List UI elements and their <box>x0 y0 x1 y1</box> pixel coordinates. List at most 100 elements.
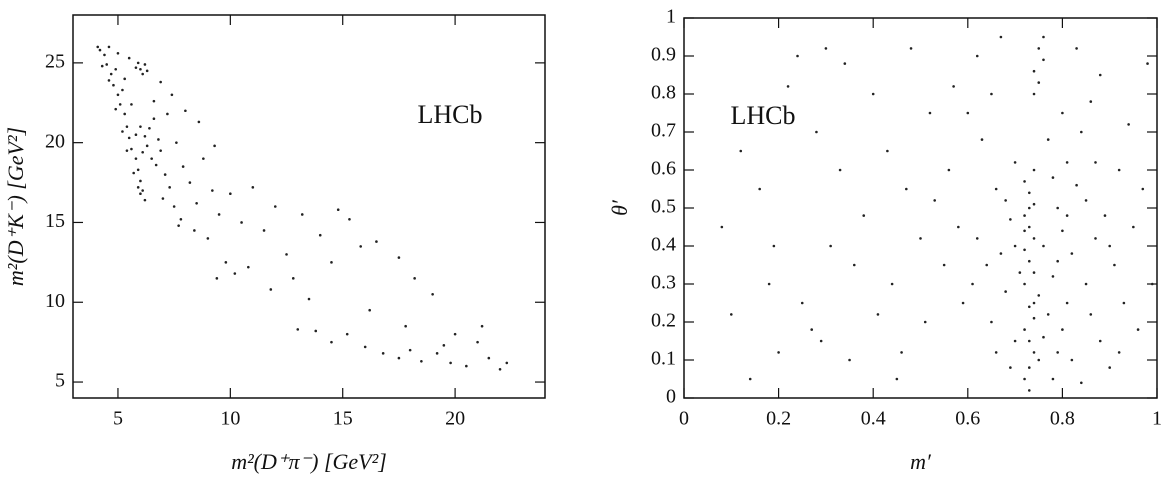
point <box>947 168 951 172</box>
point <box>348 217 351 221</box>
point <box>132 171 135 175</box>
point <box>777 351 780 354</box>
point <box>168 186 171 189</box>
y-tick-label: 0.2 <box>651 310 676 332</box>
point <box>172 205 176 208</box>
point <box>1098 73 1102 77</box>
point <box>990 92 993 96</box>
point <box>96 45 100 49</box>
point <box>154 163 158 167</box>
point <box>1056 351 1059 354</box>
point <box>1023 248 1026 252</box>
point <box>1004 199 1007 202</box>
point <box>1094 161 1097 164</box>
x-tick-label: 0.4 <box>861 408 886 430</box>
x-tick-label: 0.8 <box>1050 408 1075 430</box>
point <box>125 149 129 152</box>
point <box>886 149 889 153</box>
point <box>1004 290 1007 293</box>
x-tick-label: 0.6 <box>955 408 980 430</box>
point <box>229 192 232 196</box>
point <box>1032 237 1036 240</box>
point <box>980 138 984 141</box>
point <box>928 111 932 115</box>
point <box>152 117 156 121</box>
point <box>758 187 761 191</box>
point <box>300 213 304 216</box>
point <box>1146 62 1149 65</box>
point <box>413 277 416 280</box>
point <box>1094 237 1097 240</box>
point <box>1046 138 1050 141</box>
y-tick-label: 15 <box>45 210 65 232</box>
point <box>1080 130 1083 134</box>
point <box>895 377 899 381</box>
point <box>1032 202 1036 206</box>
point <box>141 189 144 192</box>
x-axis-title: m′ <box>910 449 932 474</box>
point <box>136 61 140 65</box>
point <box>213 144 216 148</box>
point <box>1027 389 1031 392</box>
point <box>197 120 201 124</box>
point <box>465 364 468 368</box>
point <box>143 134 147 138</box>
point <box>480 324 484 328</box>
point <box>123 112 126 116</box>
point <box>890 282 894 286</box>
point <box>498 367 502 371</box>
point <box>1117 168 1121 172</box>
point <box>141 72 144 76</box>
point <box>408 348 412 352</box>
point <box>240 221 243 224</box>
point <box>1117 351 1121 354</box>
point <box>1042 35 1045 39</box>
point <box>118 103 122 106</box>
point <box>999 35 1003 39</box>
point <box>262 229 266 232</box>
y-tick-label: 0.6 <box>651 158 676 180</box>
point <box>336 208 340 211</box>
point <box>152 99 156 103</box>
point <box>296 328 300 331</box>
point <box>1042 244 1045 248</box>
point <box>1084 199 1088 202</box>
point <box>359 245 362 248</box>
point <box>1089 100 1093 103</box>
y-tick-label: 0.1 <box>651 348 676 370</box>
point <box>848 358 851 362</box>
point <box>862 214 866 217</box>
point <box>1127 123 1130 126</box>
point <box>487 356 491 360</box>
point <box>933 199 936 202</box>
point <box>1013 339 1017 343</box>
point <box>139 67 142 71</box>
point <box>730 313 733 316</box>
point <box>179 217 183 221</box>
point <box>105 63 109 66</box>
point <box>318 233 322 237</box>
point <box>188 181 192 184</box>
point <box>815 130 818 134</box>
point <box>381 352 385 355</box>
point <box>1023 180 1026 183</box>
point <box>476 340 479 344</box>
point <box>116 52 120 55</box>
point <box>145 144 149 148</box>
point <box>1051 176 1055 179</box>
x-tick-label: 10 <box>220 408 240 430</box>
point <box>159 80 162 84</box>
point <box>1018 271 1022 274</box>
y-tick-label: 0.5 <box>651 196 676 218</box>
y-tick-label: 20 <box>45 130 65 152</box>
point <box>1122 301 1126 305</box>
point <box>1108 244 1111 248</box>
point <box>181 165 185 168</box>
y-tick-label: 0.7 <box>651 120 676 142</box>
point <box>1009 218 1012 221</box>
point <box>150 157 153 160</box>
point <box>1032 271 1036 274</box>
point <box>139 179 142 183</box>
point <box>1027 339 1031 343</box>
point <box>141 150 144 154</box>
